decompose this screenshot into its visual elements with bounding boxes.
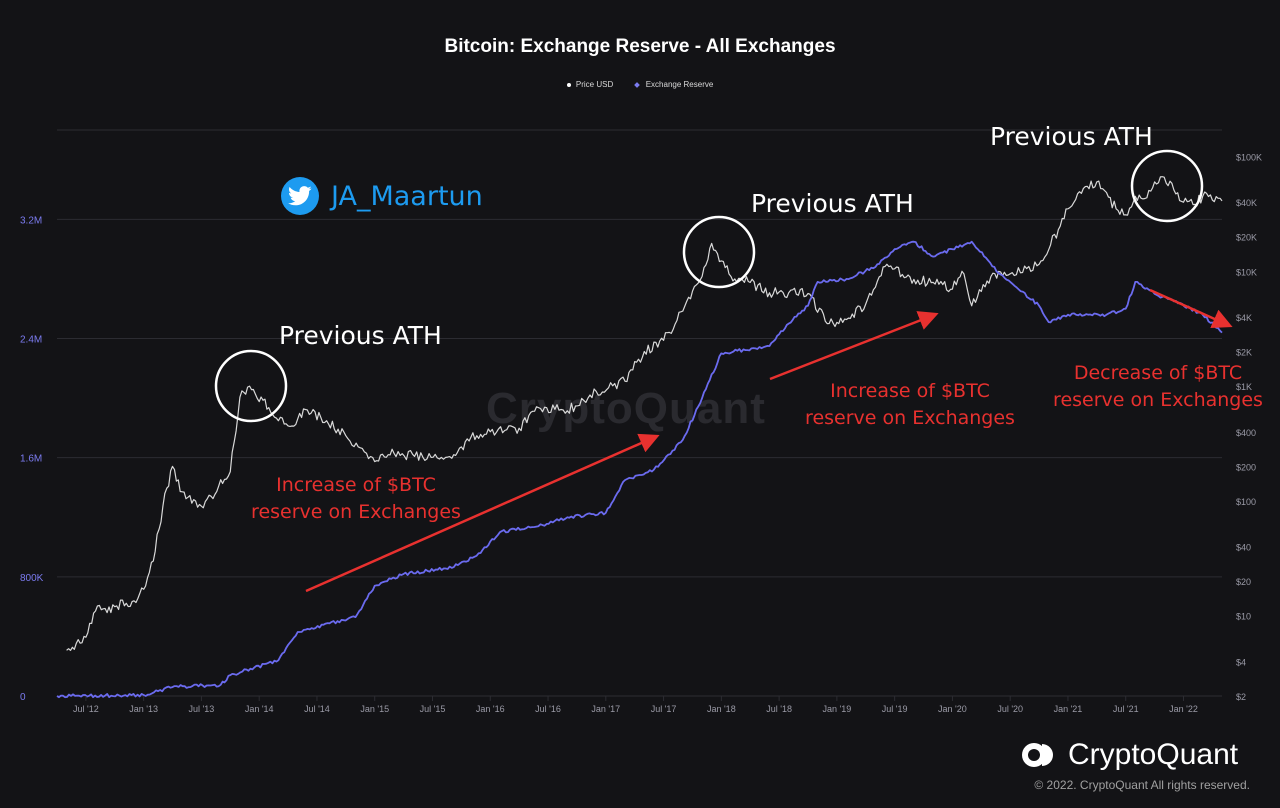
twitter-handle[interactable]: JA_Maartun xyxy=(281,177,483,215)
x-tick-label: Jan '20 xyxy=(938,704,967,714)
y-right-tick-label: $100 xyxy=(1236,497,1256,507)
ath-circle xyxy=(1130,149,1204,223)
y-right-tick-label: $40 xyxy=(1236,543,1251,553)
annotation-increase-1-line-2: reserve on Exchanges xyxy=(251,501,461,523)
y-right-tick-label: $2 xyxy=(1236,692,1246,702)
y-left-tick-label: 1.6M xyxy=(20,454,42,465)
y-right-tick-label: $200 xyxy=(1236,462,1256,472)
x-tick-label: Jan '17 xyxy=(591,704,620,714)
y-right-tick-label: $10 xyxy=(1236,612,1251,622)
annotation-decrease-line-1: Decrease of $BTC xyxy=(1073,362,1243,384)
legend-label-price: Price USD xyxy=(575,80,614,89)
legend-marker-price xyxy=(566,82,571,87)
x-tick-label: Jul '13 xyxy=(189,704,215,714)
x-tick-label: Jan '16 xyxy=(476,704,505,714)
y-left-tick-label: 0 xyxy=(20,692,26,703)
copyright-text: © 2022. CryptoQuant All rights reserved. xyxy=(1034,778,1250,792)
y-right-tick-label: $1K xyxy=(1236,382,1252,392)
y-right-tick-label: $40K xyxy=(1236,198,1257,208)
legend-item-reserve[interactable]: Exchange Reserve xyxy=(634,80,714,89)
annotation-increase-1: Increase of $BTC reserve on Exchanges xyxy=(238,472,474,526)
y-left-tick-label: 3.2M xyxy=(20,215,42,226)
x-tick-label: Jul '15 xyxy=(420,704,446,714)
x-tick-label: Jan '18 xyxy=(707,704,736,714)
annotation-increase-2-line-2: reserve on Exchanges xyxy=(805,407,1015,429)
y-left-tick-label: 2.4M xyxy=(20,335,42,346)
trend-arrow xyxy=(305,433,660,593)
x-tick-label: Jan '19 xyxy=(823,704,852,714)
trend-arrow xyxy=(1149,288,1233,328)
annotation-increase-2: Increase of $BTC reserve on Exchanges xyxy=(792,378,1028,432)
annotation-ath-2013: Previous ATH xyxy=(279,321,442,350)
brand-name: CryptoQuant xyxy=(1068,738,1239,771)
y-right-tick-label: $100K xyxy=(1236,152,1262,162)
brand-logo[interactable]: CryptoQuant xyxy=(1020,738,1238,772)
legend-item-price[interactable]: Price USD xyxy=(566,80,614,89)
ath-circle xyxy=(214,349,288,423)
y-right-tick-label: $10K xyxy=(1236,267,1257,277)
y-right-tick-label: $20K xyxy=(1236,233,1257,243)
annotation-increase-1-line-1: Increase of $BTC xyxy=(276,474,436,496)
annotation-decrease-line-2: reserve on Exchanges xyxy=(1053,389,1263,411)
y-right-tick-label: $4K xyxy=(1236,313,1252,323)
x-tick-label: Jul '18 xyxy=(766,704,792,714)
x-tick-label: Jan '21 xyxy=(1054,704,1083,714)
x-tick-label: Jul '20 xyxy=(997,704,1023,714)
y-right-tick-label: $4 xyxy=(1236,657,1246,667)
x-tick-label: Jul '17 xyxy=(651,704,677,714)
x-tick-label: Jul '19 xyxy=(882,704,908,714)
x-tick-label: Jul '16 xyxy=(535,704,561,714)
x-tick-label: Jul '21 xyxy=(1113,704,1139,714)
x-tick-label: Jan '13 xyxy=(129,704,158,714)
x-tick-label: Jan '15 xyxy=(360,704,389,714)
x-tick-label: Jul '12 xyxy=(73,704,99,714)
twitter-handle-text: JA_Maartun xyxy=(331,180,483,212)
series-line-exchange-reserve[interactable] xyxy=(56,240,1223,699)
x-tick-label: Jan '14 xyxy=(245,704,274,714)
y-right-tick-label: $2K xyxy=(1236,348,1252,358)
twitter-bird-icon xyxy=(281,177,319,215)
annotation-decrease: Decrease of $BTC reserve on Exchanges xyxy=(1040,360,1276,414)
annotation-ath-2021: Previous ATH xyxy=(990,122,1153,151)
x-tick-label: Jul '14 xyxy=(304,704,330,714)
trend-arrow xyxy=(769,311,939,381)
y-left-tick-label: 800K xyxy=(20,573,44,584)
annotation-increase-2-line-1: Increase of $BTC xyxy=(830,380,990,402)
chart-title: Bitcoin: Exchange Reserve - All Exchange… xyxy=(444,36,836,57)
legend-label-reserve: Exchange Reserve xyxy=(645,80,714,89)
legend: Price USD Exchange Reserve xyxy=(0,80,1280,89)
series-line-price-usd[interactable] xyxy=(66,176,1223,651)
cryptoquant-logo-icon xyxy=(1022,743,1053,767)
x-tick-label: Jan '22 xyxy=(1169,704,1198,714)
ath-circle xyxy=(682,215,756,289)
y-right-tick-label: $20 xyxy=(1236,577,1251,587)
y-right-tick-label: $400 xyxy=(1236,428,1256,438)
annotation-ath-2017: Previous ATH xyxy=(751,189,914,218)
